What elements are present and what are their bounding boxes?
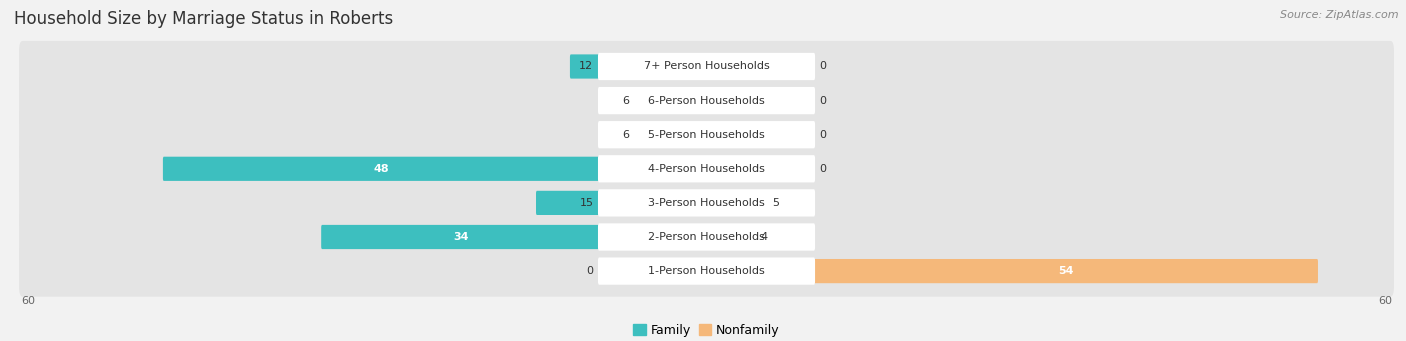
- FancyBboxPatch shape: [598, 189, 815, 217]
- FancyBboxPatch shape: [706, 259, 1317, 283]
- Text: 54: 54: [1057, 266, 1073, 276]
- FancyBboxPatch shape: [598, 155, 815, 182]
- FancyBboxPatch shape: [638, 122, 707, 147]
- FancyBboxPatch shape: [598, 53, 815, 80]
- Text: 0: 0: [586, 266, 593, 276]
- FancyBboxPatch shape: [321, 225, 707, 249]
- Text: 0: 0: [820, 164, 827, 174]
- FancyBboxPatch shape: [20, 143, 1393, 194]
- Text: 1-Person Households: 1-Person Households: [648, 266, 765, 276]
- Text: 15: 15: [579, 198, 593, 208]
- Text: 48: 48: [374, 164, 389, 174]
- Text: 6-Person Households: 6-Person Households: [648, 95, 765, 106]
- Text: 6: 6: [623, 95, 630, 106]
- Text: 0: 0: [820, 130, 827, 140]
- FancyBboxPatch shape: [20, 246, 1393, 297]
- Text: 4-Person Households: 4-Person Households: [648, 164, 765, 174]
- Text: 4: 4: [761, 232, 768, 242]
- FancyBboxPatch shape: [163, 157, 707, 181]
- Text: 7+ Person Households: 7+ Person Households: [644, 61, 769, 72]
- FancyBboxPatch shape: [598, 87, 815, 114]
- Text: 0: 0: [820, 95, 827, 106]
- Text: 3-Person Households: 3-Person Households: [648, 198, 765, 208]
- FancyBboxPatch shape: [20, 41, 1393, 92]
- FancyBboxPatch shape: [706, 191, 763, 215]
- FancyBboxPatch shape: [20, 75, 1393, 126]
- Legend: Family, Nonfamily: Family, Nonfamily: [628, 319, 785, 341]
- Text: 5-Person Households: 5-Person Households: [648, 130, 765, 140]
- Text: Source: ZipAtlas.com: Source: ZipAtlas.com: [1281, 10, 1399, 20]
- Text: 34: 34: [453, 232, 468, 242]
- Text: 0: 0: [820, 61, 827, 72]
- Text: 6: 6: [623, 130, 630, 140]
- FancyBboxPatch shape: [20, 177, 1393, 228]
- Text: 5: 5: [772, 198, 779, 208]
- Text: Household Size by Marriage Status in Roberts: Household Size by Marriage Status in Rob…: [14, 10, 394, 28]
- FancyBboxPatch shape: [706, 225, 752, 249]
- FancyBboxPatch shape: [536, 191, 707, 215]
- Text: 12: 12: [579, 61, 593, 72]
- FancyBboxPatch shape: [598, 257, 815, 285]
- Text: 2-Person Households: 2-Person Households: [648, 232, 765, 242]
- FancyBboxPatch shape: [598, 121, 815, 148]
- FancyBboxPatch shape: [20, 109, 1393, 160]
- FancyBboxPatch shape: [569, 54, 707, 79]
- FancyBboxPatch shape: [20, 211, 1393, 263]
- FancyBboxPatch shape: [638, 89, 707, 113]
- FancyBboxPatch shape: [598, 223, 815, 251]
